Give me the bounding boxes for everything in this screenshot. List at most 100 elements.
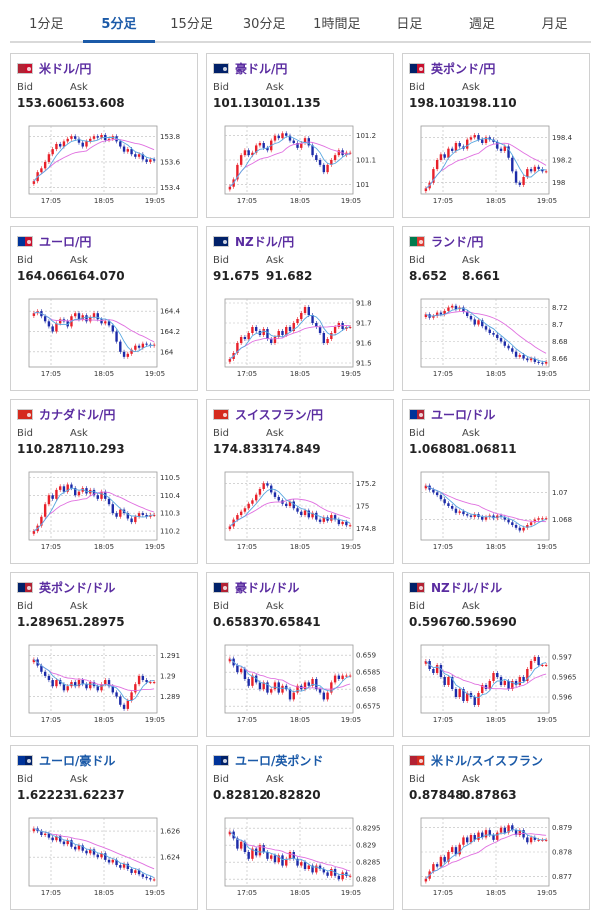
price-chart: 101.2 101.1 101 17:05 18:05 19:05 [224, 125, 376, 205]
currency-card[interactable]: 豪ドル/ドル Bid Ask 0.65837 0.65841 0.659 0.65… [206, 572, 394, 737]
currency-card[interactable]: ユーロ/英ポンド Bid Ask 0.82812 0.82820 0.8295 0… [206, 745, 394, 910]
tab-1min[interactable]: 1分足 [29, 17, 64, 32]
candle-body [469, 515, 473, 517]
ma-long-line [425, 311, 547, 354]
candle-body [322, 692, 326, 700]
currency-card[interactable]: 豪ドル/円 Bid Ask 101.130 101.135 101.2 101.1… [206, 53, 394, 218]
chart-frame [28, 817, 158, 887]
pair-name[interactable]: ユーロ/円 [39, 234, 92, 249]
candle-body [55, 143, 58, 150]
candle-body [303, 138, 307, 143]
candle-body [107, 859, 111, 863]
tab-15min[interactable]: 15分足 [170, 17, 213, 32]
bid-value: 1.06808 [409, 442, 464, 456]
pair-name[interactable]: ユーロ/英ポンド [235, 753, 324, 768]
currency-card[interactable]: 米ドル/円 Bid Ask 153.606 153.608 153.8 153.6… [10, 53, 198, 218]
candle-body [258, 682, 262, 690]
pair-name[interactable]: 豪ドル/円 [235, 61, 288, 76]
candle-body [341, 521, 344, 525]
card-header: ユーロ/豪ドル [17, 752, 115, 768]
candle-body [141, 513, 145, 515]
candle-body [341, 872, 344, 880]
tab-daily[interactable]: 日足 [396, 17, 423, 32]
pair-name[interactable]: 豪ドル/ドル [235, 580, 300, 595]
x-tick-label: 18:05 [290, 197, 310, 205]
x-tick-label: 17:05 [237, 370, 257, 378]
candle-body [439, 665, 443, 677]
ask-value: 8.661 [462, 269, 500, 283]
candle-body [300, 143, 303, 148]
bid-label: Bid [409, 255, 425, 266]
candle-body [32, 828, 36, 832]
candle-body [149, 159, 152, 162]
pair-name[interactable]: スイスフラン/円 [235, 407, 324, 422]
currency-card[interactable]: スイスフラン/円 Bid Ask 174.833 174.849 175.2 17… [206, 399, 394, 564]
pair-name[interactable]: ユーロ/ドル [431, 407, 496, 422]
tab-1hour[interactable]: 1時間足 [313, 17, 361, 32]
currency-card[interactable]: NZドル/円 Bid Ask 91.675 91.682 91.8 91.7 91.… [206, 226, 394, 391]
candle-body [481, 832, 484, 838]
currency-card[interactable]: ユーロ/円 Bid Ask 164.066 164.070 164.4 164.2… [10, 226, 198, 391]
candle-body [266, 329, 269, 339]
y-tick-label: 174.8 [356, 525, 376, 533]
candle-body [481, 685, 484, 693]
pair-name[interactable]: 英ポンド/円 [431, 61, 496, 76]
candle-body [111, 686, 114, 693]
currency-card[interactable]: カナダドル/円 Bid Ask 110.287 110.293 110.5 110… [10, 399, 198, 564]
tab-weekly[interactable]: 週足 [469, 17, 496, 32]
candle-body [432, 669, 435, 673]
pair-name[interactable]: ランド/円 [431, 234, 484, 249]
bid-value: 101.130 [213, 96, 268, 110]
candle-body [43, 161, 47, 169]
candle-body [66, 484, 69, 492]
currency-card[interactable]: ユーロ/ドル Bid Ask 1.06808 1.06811 1.07 1.068… [402, 399, 590, 564]
candle-body [450, 305, 454, 308]
candle-body [330, 682, 333, 693]
candle-body [122, 146, 126, 152]
candle-body [288, 135, 292, 141]
candle-body [62, 841, 66, 845]
pair-name[interactable]: NZドル/円 [235, 234, 295, 249]
pair-name[interactable]: 米ドル/スイスフラン [431, 753, 544, 768]
x-tick-label: 19:05 [145, 543, 165, 551]
currency-card[interactable]: 英ポンド/円 Bid Ask 198.103 198.110 198.4 198.… [402, 53, 590, 218]
pair-name[interactable]: 米ドル/円 [39, 61, 92, 76]
candle-body [481, 320, 484, 327]
currency-card[interactable]: 英ポンド/ドル Bid Ask 1.28965 1.28975 1.291 1.2… [10, 572, 198, 737]
candle-body [526, 669, 529, 681]
candle-body [43, 316, 47, 322]
candle-body [544, 171, 548, 173]
currency-card[interactable]: ユーロ/豪ドル Bid Ask 1.62223 1.62237 1.626 1.6… [10, 745, 198, 910]
candle-body [300, 511, 303, 516]
candle-body [55, 489, 58, 499]
y-tick-label: 0.879 [552, 824, 572, 832]
tab-30min[interactable]: 30分足 [242, 17, 286, 32]
candle-body [424, 188, 428, 192]
candle-body [285, 327, 288, 335]
candle-body [107, 138, 111, 141]
candle-body [333, 515, 337, 520]
candle-body [466, 693, 469, 701]
currency-card[interactable]: 米ドル/スイスフラン Bid Ask 0.87848 0.87863 0.879… [402, 745, 590, 910]
tab-monthly[interactable]: 月足 [541, 17, 568, 32]
y-tick-label: 0.877 [552, 873, 572, 881]
candle-body [273, 135, 277, 141]
pair-name[interactable]: NZドル/ドル [431, 580, 503, 595]
y-tick-label: 175 [356, 503, 369, 511]
bid-value: 198.103 [409, 96, 464, 110]
pair-name[interactable]: カナダドル/円 [39, 407, 116, 422]
pair-name[interactable]: ユーロ/豪ドル [39, 753, 116, 768]
candle-body [348, 875, 352, 877]
candle-body [122, 351, 126, 357]
tab-5min[interactable]: 5分足 [82, 9, 156, 43]
candle-body [484, 830, 488, 838]
pair-name[interactable]: 英ポンド/ドル [39, 580, 116, 595]
currency-card[interactable]: NZドル/ドル Bid Ask 0.59676 0.59690 0.597 0.5… [402, 572, 590, 737]
candle-body [496, 334, 499, 339]
currency-card[interactable]: ランド/円 Bid Ask 8.652 8.661 8.72 8.7 8.68 8.6… [402, 226, 590, 391]
y-tick-label: 8.66 [552, 355, 568, 363]
candle-body [439, 312, 443, 315]
candle-body [526, 169, 529, 177]
candle-body [484, 685, 488, 689]
x-tick-label: 17:05 [237, 543, 257, 551]
